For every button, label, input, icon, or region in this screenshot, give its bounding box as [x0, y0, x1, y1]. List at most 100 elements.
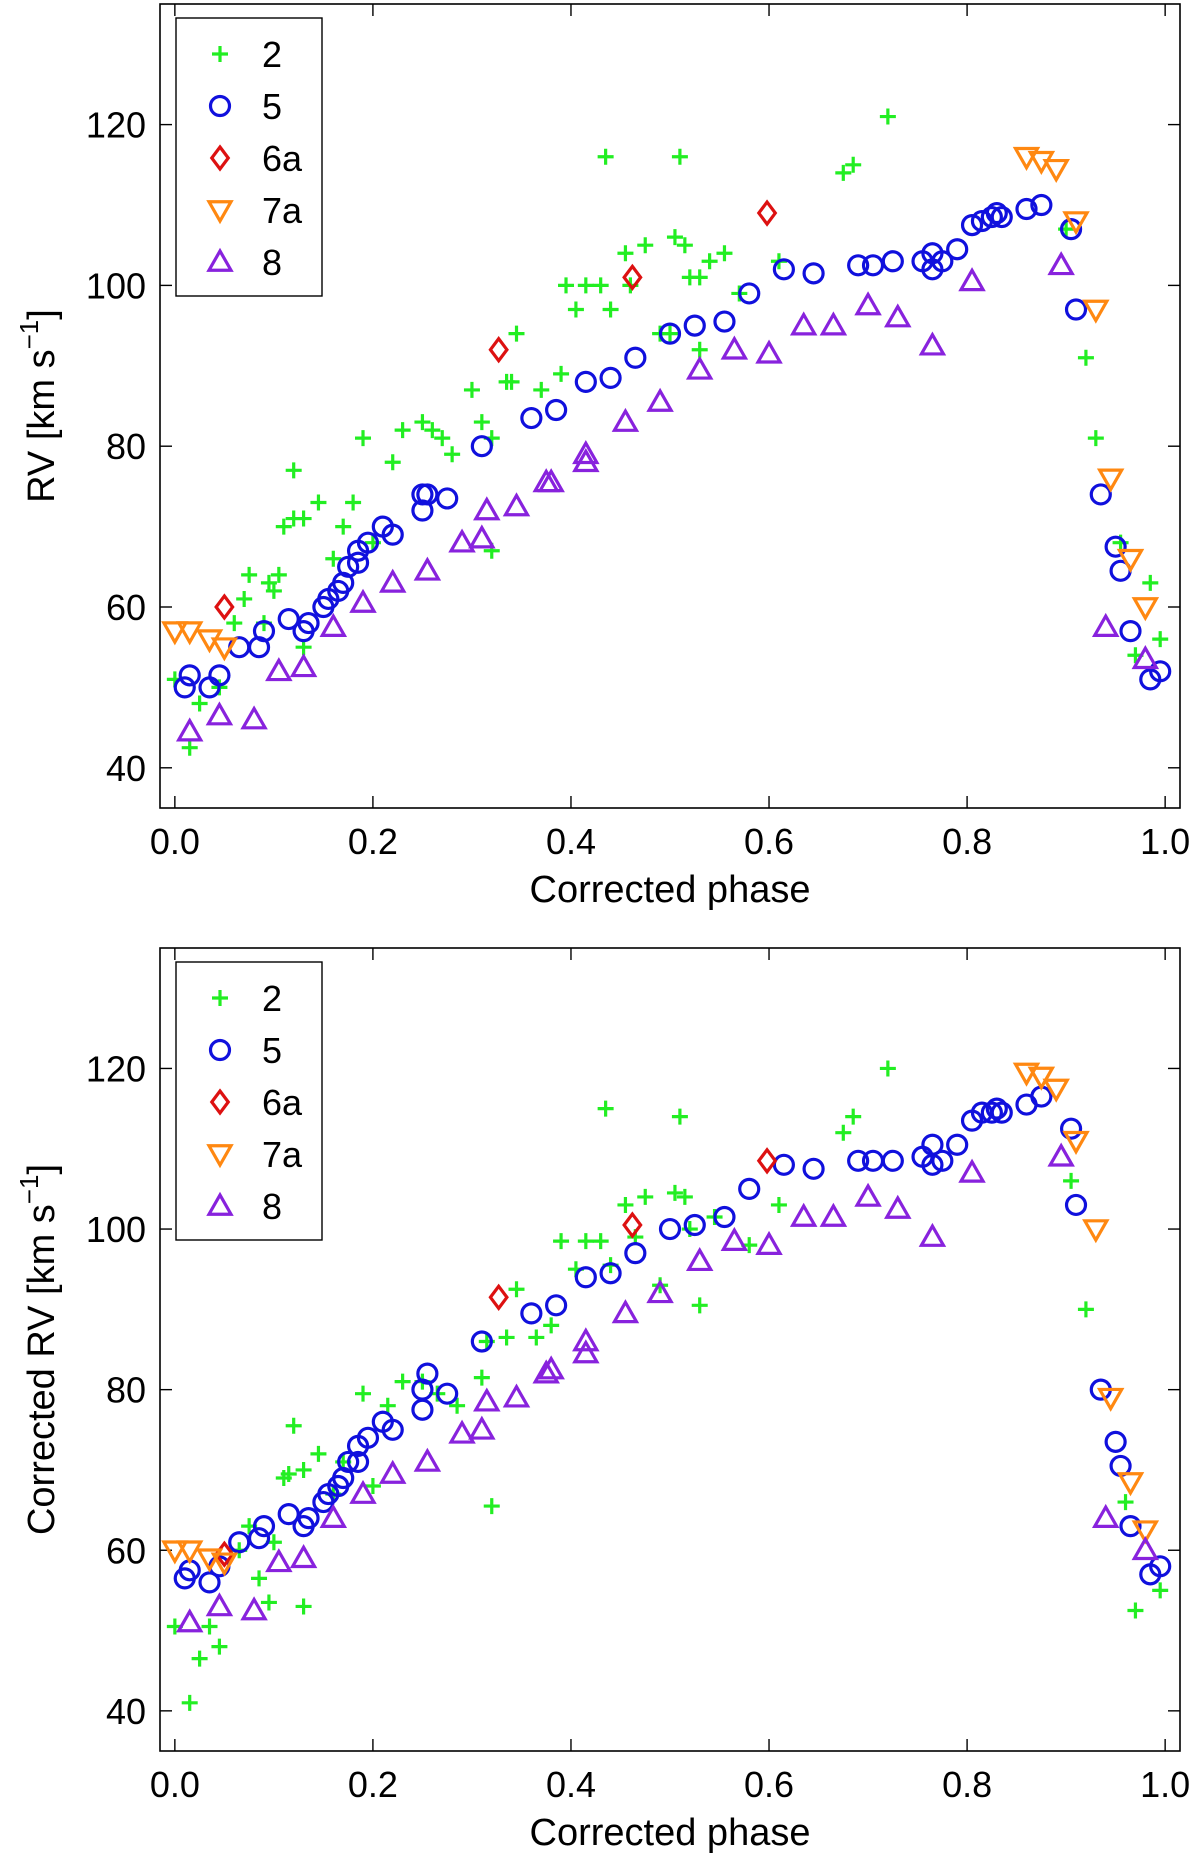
data-point-2 [1142, 574, 1159, 591]
series-5 [173, 1085, 1172, 1594]
data-point-2 [251, 1570, 268, 1587]
data-point-2 [260, 1594, 277, 1611]
data-point-8 [448, 1419, 476, 1444]
series-8 [175, 1142, 1160, 1633]
x-axis-label: Corrected phase [530, 1812, 811, 1854]
data-point-5 [658, 1217, 682, 1241]
data-point-2 [835, 1124, 852, 1141]
data-point-8 [646, 1279, 674, 1304]
data-point-7a [1096, 1387, 1125, 1412]
data-point-5 [337, 555, 360, 578]
data-point-8 [289, 653, 318, 678]
data-point-5 [1089, 483, 1112, 506]
data-point-8 [175, 717, 204, 742]
legend-label: 7a [262, 1134, 303, 1175]
data-point-2 [553, 1233, 570, 1250]
data-point-5 [436, 1382, 459, 1405]
x-tick-label: 0.4 [546, 821, 596, 862]
legend-label: 6a [262, 1082, 303, 1123]
data-point-2 [181, 1694, 198, 1711]
data-point-8 [413, 1447, 442, 1472]
data-point-8 [537, 1355, 565, 1380]
data-point-5 [208, 664, 231, 687]
legend-label: 8 [262, 1186, 282, 1227]
legend-marker-2 [212, 990, 228, 1006]
data-point-2 [637, 237, 654, 254]
y-tick-label: 120 [86, 1048, 146, 1089]
data-point-2 [260, 574, 277, 591]
data-point-5 [252, 1515, 276, 1538]
data-point-6a [622, 1211, 643, 1239]
legend-marker-8 [206, 247, 234, 272]
data-point-2 [498, 1329, 515, 1346]
data-point-2 [770, 1196, 787, 1213]
series-7a [161, 146, 1160, 662]
legend-label: 2 [262, 978, 282, 1019]
data-point-2 [295, 1461, 312, 1478]
data-point-5 [946, 238, 969, 261]
data-point-7a [161, 1540, 189, 1565]
data-point-2 [280, 1465, 297, 1482]
data-point-2 [637, 1188, 654, 1205]
data-point-5 [381, 1418, 404, 1441]
legend-box [175, 17, 323, 297]
data-point-5 [1064, 298, 1088, 321]
data-point-2 [691, 1297, 708, 1314]
data-point-5 [624, 1242, 647, 1265]
data-point-2 [241, 566, 258, 583]
data-point-2 [424, 422, 441, 439]
data-point-5 [599, 366, 622, 389]
data-point-2 [384, 454, 401, 471]
data-point-8 [854, 1182, 882, 1207]
data-point-7a [175, 621, 204, 646]
data-point-2 [310, 1445, 327, 1462]
data-point-7a [1082, 299, 1110, 324]
data-point-2 [671, 1108, 688, 1125]
data-point-8 [685, 355, 714, 380]
legend-marker-2 [212, 46, 228, 62]
data-point-8 [413, 556, 442, 581]
data-point-5 [381, 523, 404, 546]
data-point-5 [713, 310, 736, 333]
data-point-2 [226, 615, 243, 632]
data-point-2 [379, 1397, 396, 1414]
data-point-2 [449, 1397, 466, 1414]
data-point-2 [434, 430, 451, 447]
data-point-8 [918, 331, 947, 356]
data-point-2 [503, 373, 520, 390]
data-point-2 [275, 518, 292, 535]
x-tick-label: 0.0 [150, 1764, 200, 1805]
data-point-8 [502, 1383, 531, 1408]
data-point-8 [789, 311, 818, 336]
legend: 2 5 6a 7a 8 [175, 17, 323, 297]
data-point-8 [240, 705, 268, 730]
data-point-8 [720, 1226, 749, 1251]
data-point-5 [881, 250, 904, 273]
data-point-2 [716, 245, 733, 262]
data-point-2 [201, 1618, 218, 1635]
data-point-5 [990, 205, 1013, 229]
data-point-7a [210, 1552, 239, 1577]
data-point-5 [545, 1294, 568, 1317]
data-point-5 [847, 254, 870, 277]
data-point-7a [161, 621, 189, 646]
data-point-8 [884, 1194, 912, 1219]
data-point-8 [502, 492, 531, 517]
data-point-2 [414, 414, 431, 431]
data-point-5 [599, 1262, 622, 1285]
data-point-8 [319, 612, 348, 637]
data-point-6a [756, 1147, 778, 1175]
data-point-2 [676, 237, 693, 254]
data-point-5 [178, 664, 201, 687]
data-point-5 [337, 1450, 360, 1474]
data-point-7a [1042, 1078, 1070, 1103]
data-point-8 [468, 524, 496, 549]
data-point-2 [295, 1598, 312, 1615]
y-tick-label: 80 [106, 426, 146, 467]
x-axis-label: Corrected phase [530, 869, 811, 911]
data-point-5 [1059, 218, 1083, 241]
legend-label: 2 [262, 34, 282, 75]
legend: 2 5 6a 7a 8 [175, 961, 323, 1241]
data-point-8 [240, 1596, 268, 1621]
